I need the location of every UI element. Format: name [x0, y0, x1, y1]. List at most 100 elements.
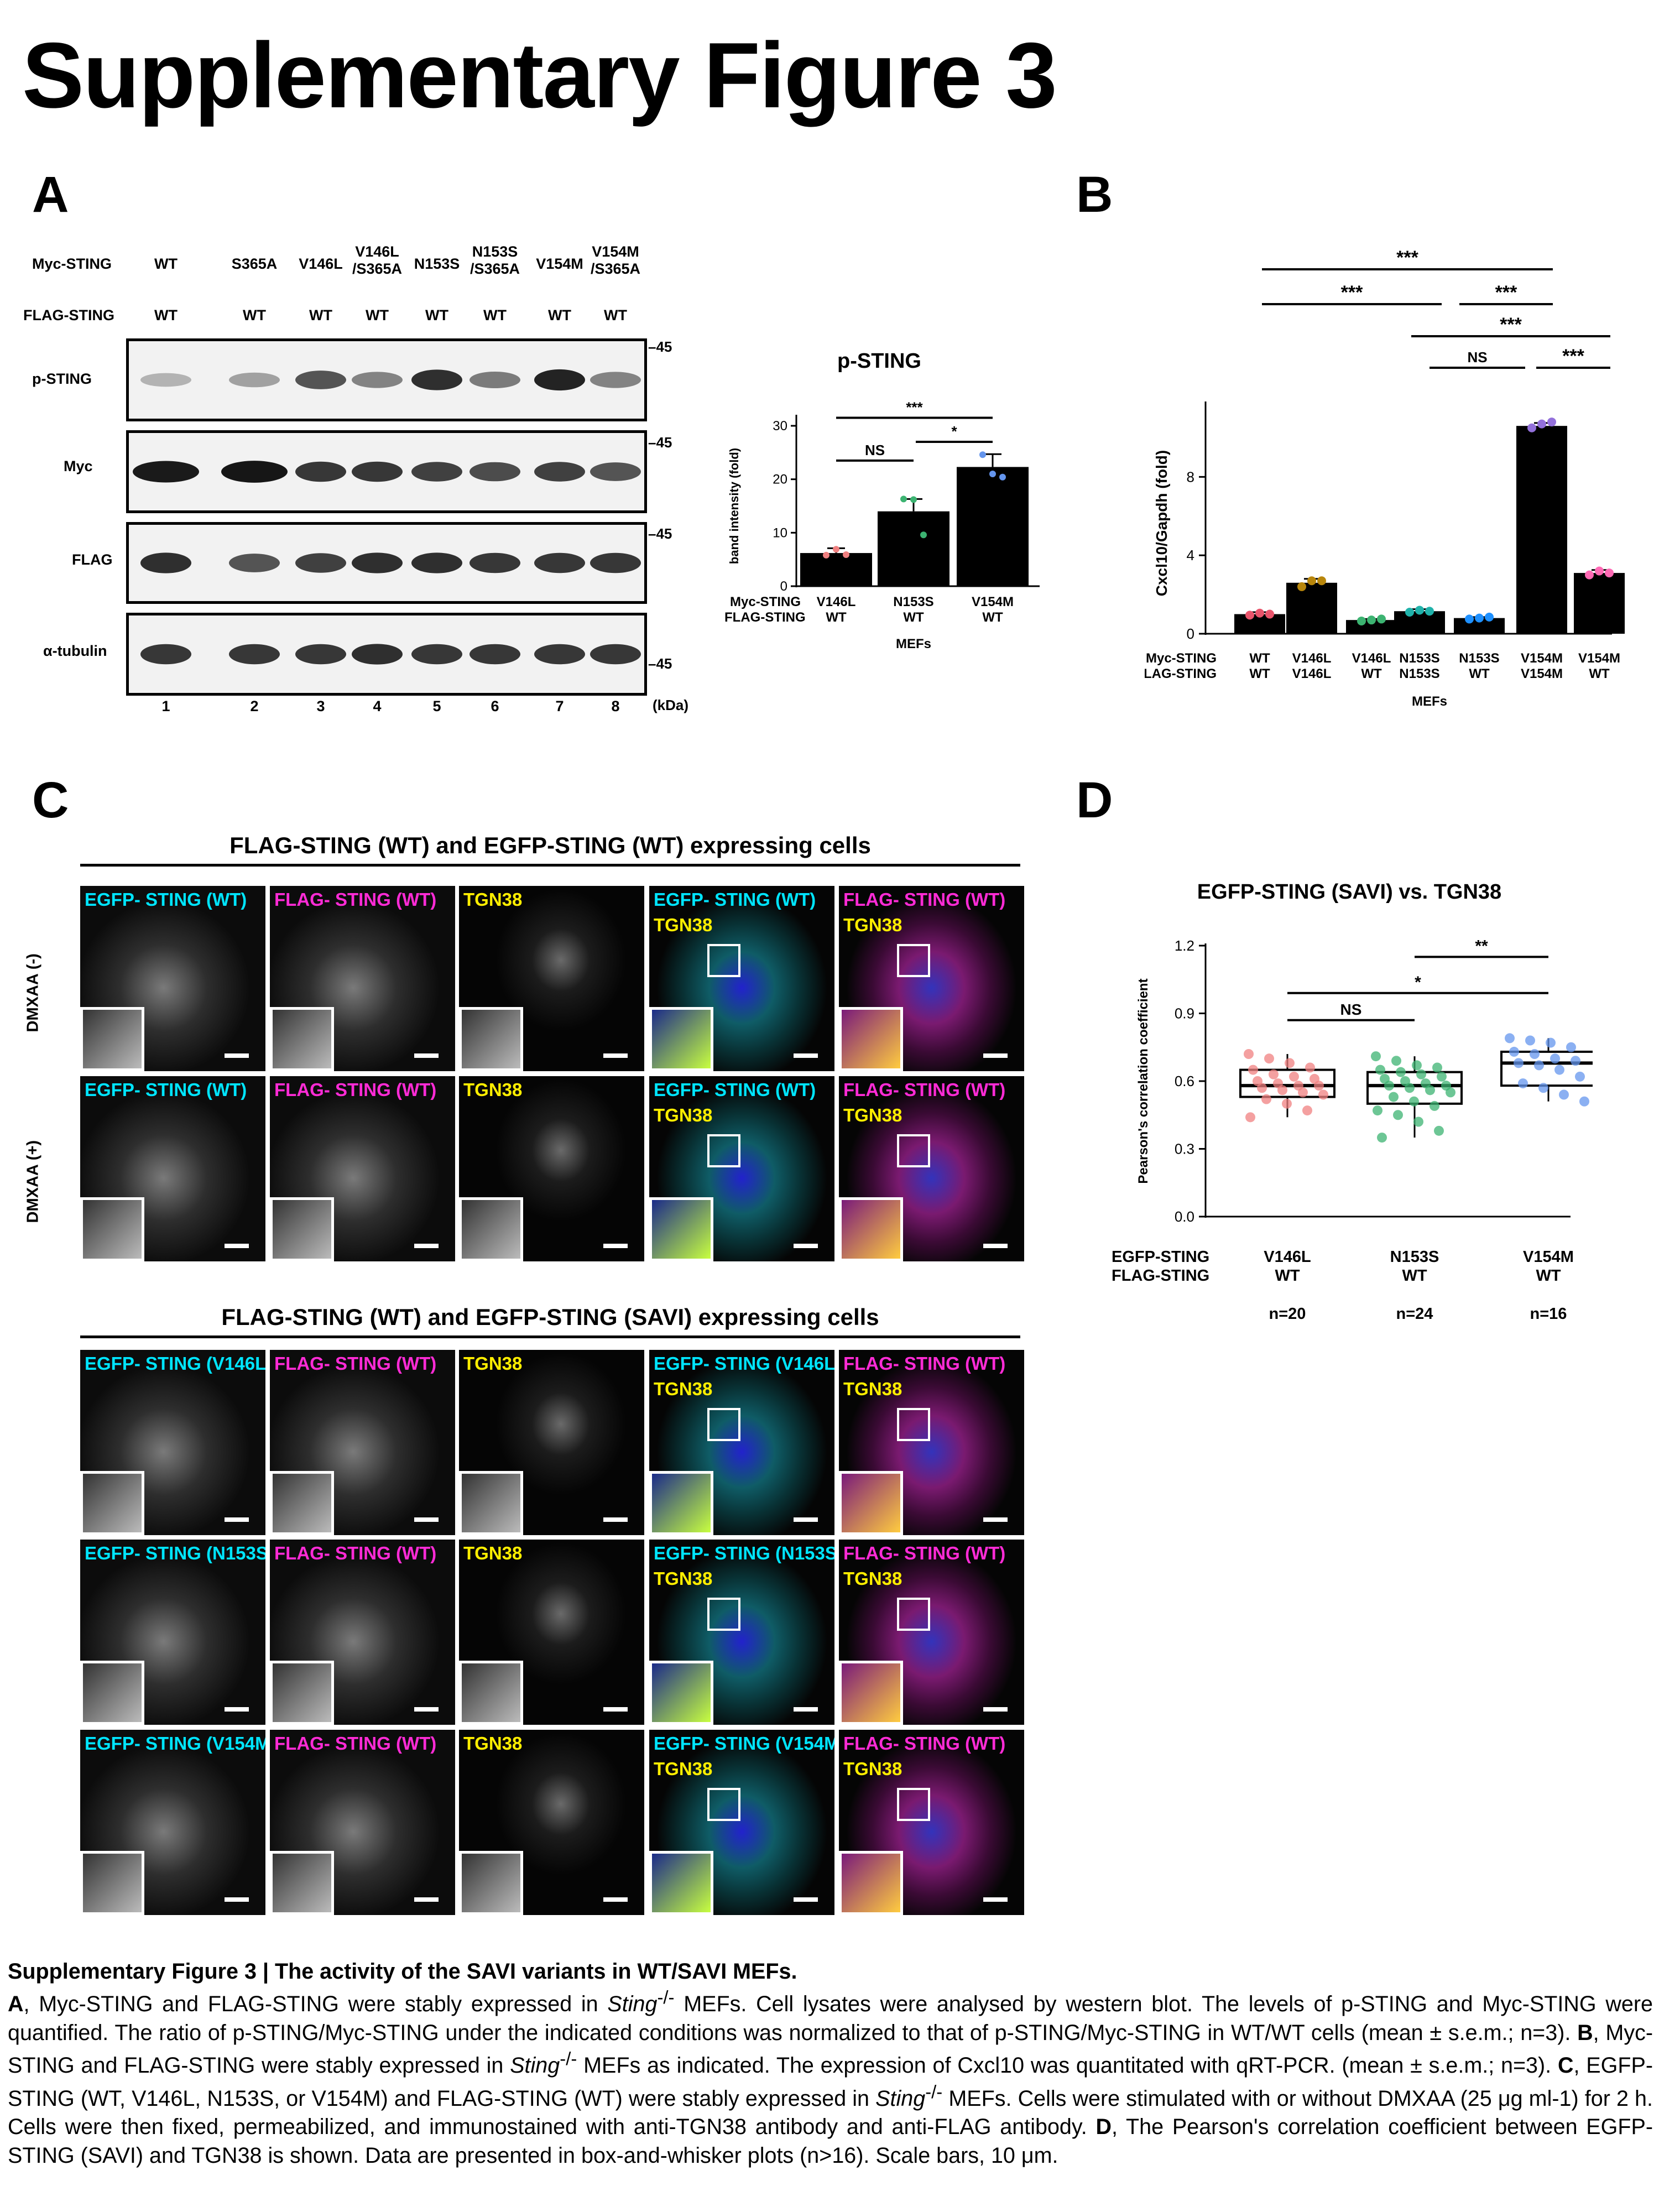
data-point: [1305, 1062, 1315, 1073]
chart-title: p-STING: [837, 349, 921, 373]
data-point: [1297, 582, 1306, 591]
micrograph: FLAG- STING (WT) TGN38: [839, 1076, 1024, 1261]
myc-lane-label: V146L /S365A: [352, 243, 403, 278]
x-axis-label: MEFs: [896, 637, 931, 651]
data-point: [1277, 1085, 1287, 1095]
lane-number: 5: [432, 698, 441, 714]
data-point: [1546, 1037, 1556, 1048]
caption-letter-d: D: [1095, 2115, 1112, 2140]
zoom-inset: [80, 1851, 144, 1915]
data-point: [1255, 608, 1264, 618]
data-point: [1437, 1071, 1447, 1082]
y-tick-label: 0.6: [1175, 1073, 1194, 1089]
y-tick-label: 1.2: [1175, 937, 1194, 954]
flag-lane-label: WT: [309, 307, 332, 324]
significance-label: NS: [865, 442, 885, 458]
data-point: [979, 451, 986, 458]
band: [590, 644, 641, 665]
flag-channel-label: FLAG- STING (WT): [843, 1353, 1006, 1374]
lane-number: 1: [161, 698, 170, 714]
caption-ko: -/-: [657, 1987, 675, 2008]
band: [534, 462, 585, 482]
x-tick-label: WT: [1589, 666, 1610, 681]
lane-number: 8: [611, 698, 620, 714]
band: [295, 644, 346, 665]
data-point: [1318, 1089, 1328, 1100]
flag-channel-label: FLAG- STING (WT): [843, 1733, 1006, 1754]
bar: [1574, 573, 1625, 634]
caption-text: , Myc-STING and FLAG-STING were stably e…: [8, 2020, 1653, 2078]
x-tick-label: N153S: [1390, 1248, 1439, 1266]
data-point: [1538, 1083, 1548, 1093]
myc-sting-row-label: Myc-STING: [32, 255, 112, 272]
data-point: [1409, 1096, 1419, 1107]
zoom-inset: [270, 1007, 334, 1071]
flag-lane-label: WT: [604, 307, 627, 324]
blot-label-myc: Myc: [64, 458, 93, 474]
myc-blot: [126, 430, 647, 513]
y-tick-label: 8: [1187, 468, 1194, 485]
zoom-inset: [80, 1661, 144, 1725]
kda-unit-label: (kDa): [653, 697, 689, 713]
x-tick-label: V154M: [1521, 666, 1563, 681]
scale-bar: [603, 1244, 628, 1248]
x-tick-label: WT: [1536, 1267, 1561, 1285]
tgn38-channel-label: TGN38: [654, 1568, 713, 1589]
significance-label: NS: [1467, 349, 1487, 366]
significance-label: ***: [1495, 282, 1517, 303]
data-point: [1375, 1065, 1385, 1075]
tgn38-channel-label: TGN38: [463, 889, 523, 910]
zoom-inset: [80, 1197, 144, 1261]
panel-letter-b: B: [1076, 166, 1113, 223]
data-point: [1537, 419, 1546, 429]
band: [469, 644, 520, 665]
zoom-inset: [839, 1197, 903, 1261]
micrograph: EGFP- STING (V146L) TGN38: [649, 1350, 834, 1535]
y-axis-label: Pearson's correlation coefficient: [1136, 978, 1151, 1183]
y-tick-label: 30: [773, 419, 787, 434]
scale-bar: [603, 1053, 628, 1058]
kda-mark: –45: [648, 434, 672, 451]
zoom-inset: [459, 1471, 523, 1535]
scale-bar: [225, 1053, 249, 1058]
band: [534, 552, 585, 573]
tgn38-channel-label: TGN38: [843, 915, 902, 935]
y-tick-label: 0.3: [1175, 1141, 1194, 1157]
micrograph: FLAG- STING (WT) TGN38: [839, 1540, 1024, 1725]
zoom-inset: [459, 1851, 523, 1915]
roi-box: [707, 1408, 740, 1441]
myc-bands: [133, 461, 641, 483]
tgn38-channel-label: TGN38: [654, 1759, 713, 1779]
data-point: [1579, 1096, 1589, 1107]
micrograph: FLAG- STING (WT): [270, 1540, 455, 1725]
data-point: [1307, 576, 1316, 586]
section-title-wt: FLAG-STING (WT) and EGFP-STING (WT) expr…: [229, 832, 871, 858]
data-point: [1425, 607, 1434, 616]
roi-box: [707, 944, 740, 977]
band: [590, 372, 641, 388]
caption-letter-b: B: [1577, 2020, 1593, 2045]
bar: [1286, 582, 1337, 634]
micrograph: EGFP- STING (WT): [80, 1076, 265, 1261]
band: [140, 373, 191, 387]
data-point: [1384, 1081, 1394, 1091]
caption-text: , EGFP-STING (WT, V146L, N153S, or V154M…: [8, 2053, 1653, 2111]
data-point: [1416, 1069, 1426, 1079]
data-point: [1245, 611, 1254, 620]
data-point: [910, 496, 917, 503]
panel-letter-d: D: [1076, 772, 1113, 828]
section-underline: [80, 1335, 1020, 1338]
zoom-inset: [649, 1007, 713, 1071]
data-point: [1298, 1087, 1308, 1098]
zoom-inset: [270, 1197, 334, 1261]
flag-lane-label: WT: [425, 307, 448, 324]
x-tick-label: N153S: [1399, 651, 1439, 666]
caption-text: MEFs as indicated. The expression of Cxc…: [577, 2053, 1558, 2078]
data-point: [1257, 1083, 1267, 1093]
band: [411, 644, 462, 665]
flag-channel-label: FLAG- STING (WT): [274, 889, 437, 910]
data-point: [823, 551, 830, 559]
x-tick-label: V146L: [1292, 651, 1332, 666]
data-point: [1367, 615, 1376, 625]
data-point: [1377, 614, 1386, 624]
